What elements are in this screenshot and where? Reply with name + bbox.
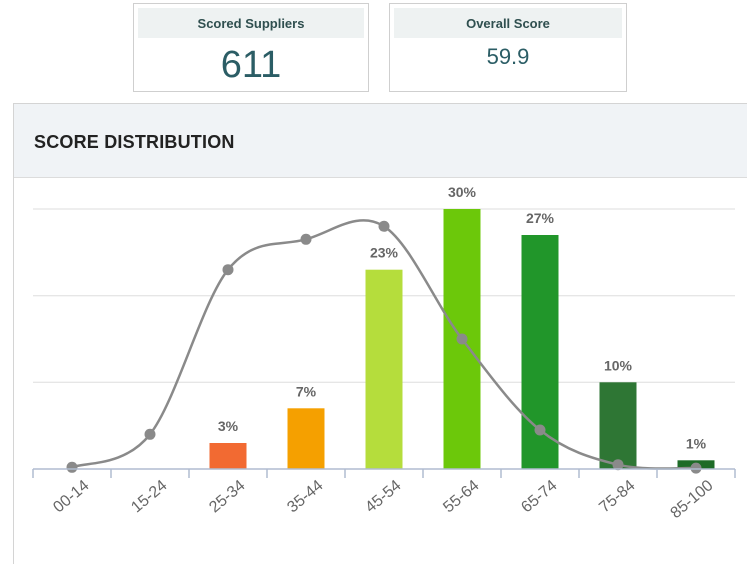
panel-title: SCORE DISTRIBUTION <box>34 132 235 152</box>
x-tick-label-25-34: 25-34 <box>206 477 248 516</box>
curve-point-25-34 <box>222 264 234 276</box>
x-tick-label-55-64: 55-64 <box>440 477 482 516</box>
bar-45-54 <box>365 269 403 469</box>
x-tick-label-65-74: 65-74 <box>518 477 560 516</box>
curve-point-35-44 <box>300 233 312 245</box>
curve-point-75-84 <box>612 459 624 471</box>
data-label-55-64: 30% <box>448 184 477 200</box>
curve-point-15-24 <box>144 428 156 440</box>
curve-point-55-64 <box>456 333 468 345</box>
bar-75-84 <box>599 382 637 469</box>
data-label-35-44: 7% <box>296 383 317 399</box>
score-distribution-chart: 3% 7% 23% 30% 27% 10% 1% 00-14 15-24 25-34 35-44 45… <box>32 184 736 522</box>
kpi-value-overall-score: 59.9 <box>486 44 530 69</box>
curve-point-45-54 <box>378 220 390 232</box>
curve-point-65-74 <box>534 424 546 436</box>
curve-point-85-100 <box>690 462 702 474</box>
kpi-value-scored-suppliers: 611 <box>220 44 282 86</box>
bar-25-34 <box>209 443 247 469</box>
data-label-65-74: 27% <box>526 210 555 226</box>
kpi-label-overall-score: Overall Score <box>394 8 622 38</box>
data-label-75-84: 10% <box>604 357 633 373</box>
kpi-card-scored-suppliers: Scored Suppliers 611 <box>133 3 369 92</box>
data-label-45-54: 23% <box>370 245 399 261</box>
curve-point-00-14 <box>66 461 78 473</box>
x-tick-label-85-100: 85-100 <box>667 477 716 522</box>
x-tick-label-45-54: 45-54 <box>362 477 404 516</box>
x-tick-label-00-14: 00-14 <box>50 477 92 516</box>
kpi-card-overall-score: Overall Score 59.9 <box>389 3 627 92</box>
score-distribution-panel: SCORE DISTRIBUTION 3% 7% 23% 30% 27% 10% 1% 00-… <box>13 103 747 564</box>
x-tick-label-75-84: 75-84 <box>596 477 638 516</box>
data-label-25-34: 3% <box>218 418 239 434</box>
x-tick-label-15-24: 15-24 <box>128 477 170 516</box>
x-tick-label-35-44: 35-44 <box>284 477 326 516</box>
panel-header: SCORE DISTRIBUTION <box>14 104 747 178</box>
kpi-label-scored-suppliers: Scored Suppliers <box>138 8 364 38</box>
data-label-85-100: 1% <box>686 435 707 451</box>
bar-35-44 <box>287 408 325 469</box>
